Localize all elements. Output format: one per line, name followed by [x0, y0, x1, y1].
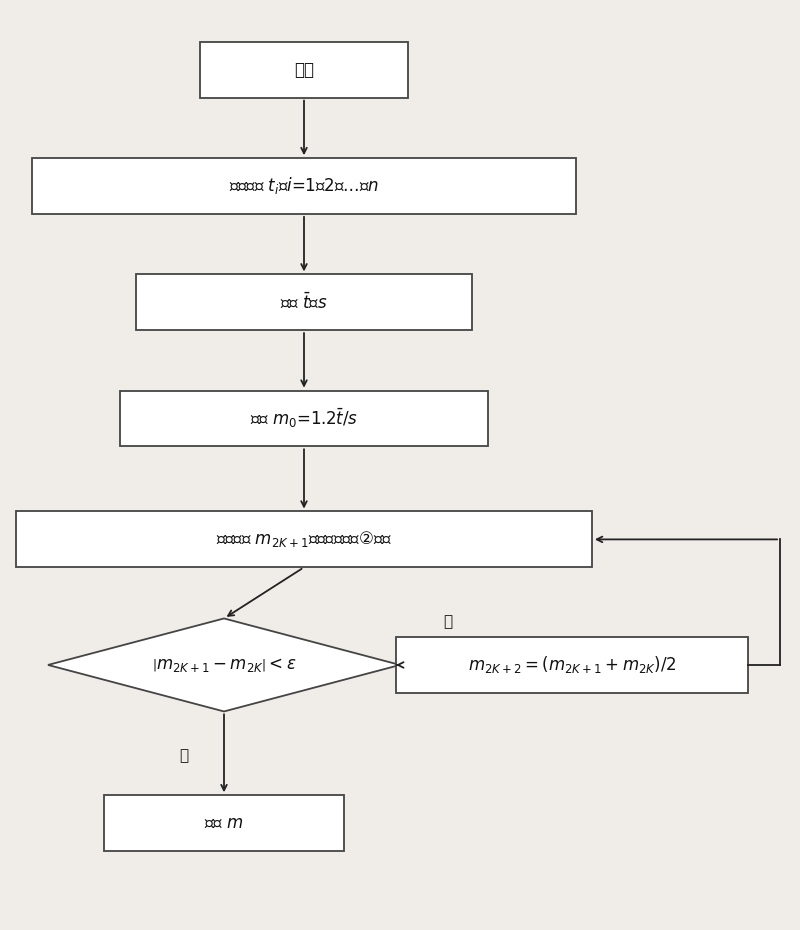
Text: $m_{2K+2}=(m_{2K+1}+m_{2K})/2$: $m_{2K+2}=(m_{2K+1}+m_{2K})/2$: [468, 655, 676, 675]
Polygon shape: [48, 618, 400, 711]
Bar: [32, 158, 576, 214]
Text: $\left|m_{2K+1}-m_{2K}\right|<\varepsilon$: $\left|m_{2K+1}-m_{2K}\right|<\varepsilo…: [152, 656, 296, 674]
Text: 读取数据 $t_i$，$i$=1，2，…，$n$: 读取数据 $t_i$，$i$=1，2，…，$n$: [229, 176, 379, 196]
Bar: [104, 795, 344, 851]
Bar: [200, 42, 408, 98]
Text: 计算 $\bar{t}$，$s$: 计算 $\bar{t}$，$s$: [280, 292, 328, 312]
Text: 开始: 开始: [294, 60, 314, 79]
Bar: [396, 637, 748, 693]
Text: 输出 $m$: 输出 $m$: [204, 814, 244, 832]
Text: 计算 $m_0$=1.2$\bar{t}$/$s$: 计算 $m_0$=1.2$\bar{t}$/$s$: [250, 406, 358, 431]
Bar: [136, 274, 472, 330]
Bar: [16, 512, 592, 567]
Text: 读取数据 $m_{2K+1}$（算法中的第②步）: 读取数据 $m_{2K+1}$（算法中的第②步）: [216, 529, 392, 550]
Text: 否: 否: [443, 615, 453, 630]
Bar: [120, 391, 488, 446]
Text: 是: 是: [179, 749, 189, 764]
